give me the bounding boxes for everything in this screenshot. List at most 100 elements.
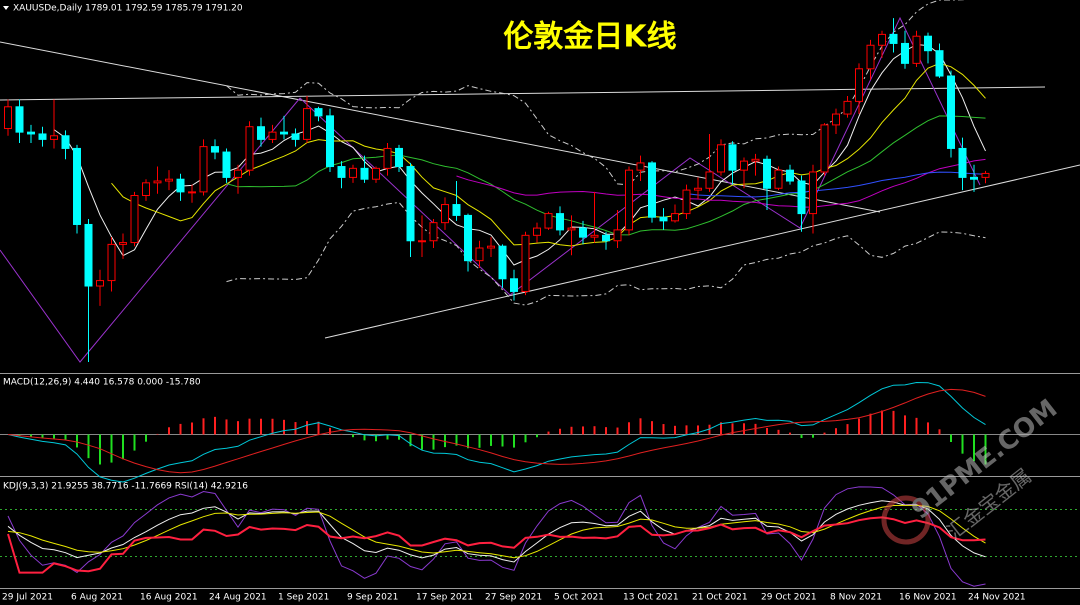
candle-body [809, 171, 817, 215]
candle-body [96, 280, 104, 287]
macd-line [7, 381, 986, 483]
candle-body [280, 131, 288, 135]
candle-body [981, 172, 990, 178]
x-tick-label: 9 Sep 2021 [347, 593, 398, 603]
candle-body [245, 126, 254, 171]
candle-body [222, 151, 231, 178]
candle-body [544, 213, 553, 229]
trendline [324, 164, 1080, 339]
candle-body [556, 213, 564, 231]
zigzag [0, 97, 301, 363]
k-line [7, 500, 986, 563]
x-tick-label: 29 Jul 2021 [2, 593, 53, 603]
candle-body [27, 131, 35, 135]
candle-body [50, 135, 58, 140]
x-tick-label: 16 Nov 2021 [899, 593, 957, 603]
candle-body [648, 162, 656, 218]
candle-body [533, 227, 541, 236]
candle-body [958, 147, 967, 178]
candle-body [464, 214, 472, 262]
candle-body [303, 108, 311, 140]
candle-body [728, 144, 737, 171]
candle-body [625, 169, 633, 231]
candles [4, 18, 990, 363]
candle-body [130, 195, 139, 244]
x-tick-label: 24 Nov 2021 [968, 593, 1026, 603]
candle-body [107, 243, 116, 282]
trendline [0, 41, 881, 213]
candle-body [878, 33, 886, 46]
candle-body [855, 68, 863, 102]
candle-body [291, 133, 300, 140]
candle-body [671, 213, 679, 222]
candle-body [15, 106, 24, 133]
candle-body [406, 166, 415, 242]
candle-body [636, 162, 645, 171]
x-tick-label: 29 Oct 2021 [761, 593, 817, 603]
candle-body [119, 242, 127, 245]
candle-body [429, 222, 438, 242]
candle-body [326, 115, 334, 168]
candle-body [705, 171, 714, 189]
macd-label: MACD(12,26,9) 4.440 16.578 0.000 -15.780 [3, 378, 201, 388]
candle-body [521, 234, 530, 292]
candle-body [165, 178, 173, 182]
candle-body [751, 158, 760, 162]
trendline [0, 86, 1046, 101]
candle-body [935, 50, 944, 77]
candle-body [84, 223, 93, 287]
candle-body [602, 234, 610, 242]
candle-body [383, 147, 392, 169]
candle-body [912, 35, 921, 64]
candle-body [717, 144, 725, 173]
x-tick-label: 1 Sep 2021 [278, 593, 329, 603]
candle-body [924, 35, 932, 52]
candle-body [360, 167, 369, 180]
symbol-header: XAUUSDe,Daily 1789.01 1792.59 1785.79 17… [13, 4, 243, 14]
candle-body [694, 187, 702, 191]
candle-body [590, 234, 599, 238]
kdj-label: KDJ(9,3,3) 21.9255 38.7716 -11.7669 RSI(… [3, 482, 248, 492]
candle-body [797, 180, 806, 215]
candle-body [188, 191, 196, 194]
candle-body [142, 182, 150, 197]
x-tick-label: 13 Oct 2021 [623, 593, 679, 603]
candle-body [38, 133, 47, 140]
candle-body [832, 113, 840, 126]
indicator-overlay [7, 0, 987, 587]
candle-body [314, 108, 323, 117]
signal-line [7, 388, 986, 474]
candle-body [947, 75, 955, 149]
candle-body [153, 180, 162, 184]
watermark-logo [881, 495, 931, 545]
moving-average [111, 62, 986, 247]
d-line [7, 504, 986, 559]
candle-body [349, 167, 357, 178]
candle-body [234, 169, 242, 178]
candle-body [4, 106, 12, 130]
candle-body [820, 124, 829, 173]
x-tick-label: 8 Nov 2021 [830, 593, 882, 603]
x-tick-label: 24 Aug 2021 [209, 593, 267, 603]
candle-body [659, 216, 668, 222]
candle-body [61, 135, 70, 149]
candle-body [682, 189, 691, 215]
x-tick-label: 6 Aug 2021 [71, 593, 123, 603]
moving-average [456, 158, 986, 208]
candle-body [475, 247, 484, 262]
candle-body [843, 100, 852, 115]
candle-body [452, 204, 461, 216]
candle-body [487, 245, 495, 249]
x-tick-label: 16 Aug 2021 [140, 593, 198, 603]
candle-body [211, 146, 219, 153]
candle-body [268, 131, 277, 140]
candle-body [866, 44, 875, 70]
candle-body [510, 278, 518, 292]
candle-body [740, 160, 748, 171]
candle-body [73, 147, 81, 225]
moving-average [686, 171, 986, 198]
candle-body [257, 126, 265, 140]
j-line [7, 486, 986, 587]
candle-body [441, 204, 449, 224]
